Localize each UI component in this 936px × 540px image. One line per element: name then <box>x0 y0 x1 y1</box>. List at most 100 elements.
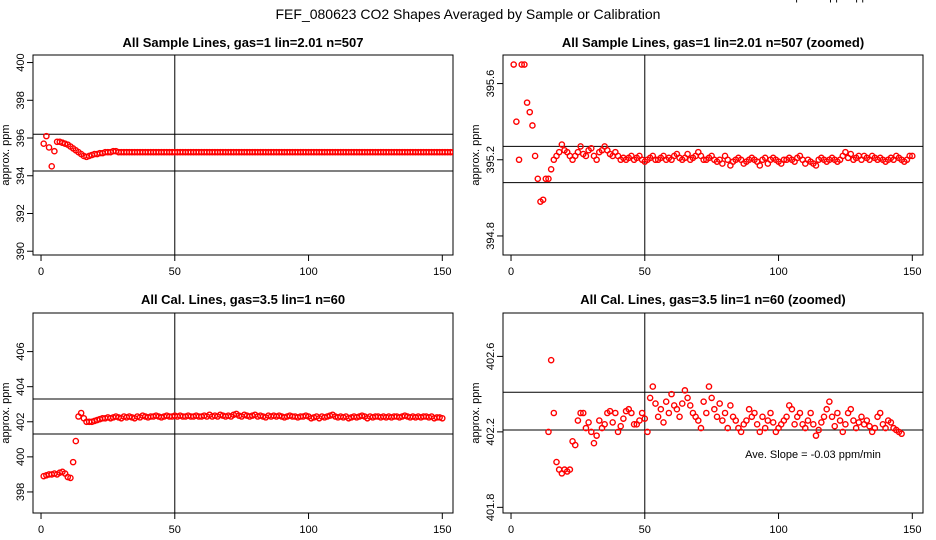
data-point <box>823 405 830 413</box>
data-point <box>577 409 584 417</box>
data-point <box>745 405 753 413</box>
data-points <box>545 356 905 477</box>
data-point <box>553 458 560 466</box>
data-point <box>788 405 796 413</box>
data-point <box>593 156 600 164</box>
y-tick-label: 394 <box>15 167 27 185</box>
data-point <box>547 356 555 364</box>
data-point <box>523 99 531 106</box>
plot-frame <box>32 312 454 514</box>
data-point <box>593 432 600 439</box>
data-point <box>756 162 764 169</box>
x-tick-label: 50 <box>169 524 181 536</box>
data-point <box>753 421 761 428</box>
data-point <box>571 441 579 449</box>
data-point <box>678 400 686 407</box>
data-point <box>721 409 729 417</box>
data-point <box>582 152 590 160</box>
data-point <box>628 409 635 417</box>
data-point <box>700 398 707 405</box>
data-point <box>574 417 582 424</box>
data-point <box>668 390 675 398</box>
data-point <box>646 394 654 402</box>
data-point <box>555 148 563 156</box>
data-point <box>447 148 453 156</box>
data-point <box>630 421 638 428</box>
y-tick-label: 404 <box>15 378 27 396</box>
chart-panel-2: All Sample Lines, gas=1 lin=2.01 n=507 (… <box>470 0 924 278</box>
data-point <box>842 148 849 156</box>
data-point <box>727 402 734 409</box>
data-point <box>438 414 446 422</box>
data-point <box>510 61 518 68</box>
data-point <box>531 152 539 160</box>
data-point <box>684 394 691 402</box>
data-point <box>761 424 769 432</box>
data-point <box>863 417 871 424</box>
x-tick-label: 0 <box>38 524 44 536</box>
data-point <box>796 409 804 417</box>
data-points <box>40 409 446 482</box>
data-point <box>764 417 772 424</box>
data-point <box>801 424 809 432</box>
y-tick-label: 392 <box>15 204 27 222</box>
data-point <box>539 196 547 204</box>
y-tick-label: 398 <box>15 483 27 501</box>
data-point <box>882 424 889 432</box>
data-point <box>855 419 863 426</box>
data-point <box>686 402 694 409</box>
x-tick-label: 50 <box>169 266 181 278</box>
chart-panel-4: All Cal. Lines, gas=3.5 lin=1 n=60 (zoom… <box>470 292 924 536</box>
data-point <box>783 413 790 421</box>
data-point <box>700 156 707 164</box>
data-point <box>815 426 822 434</box>
data-point <box>566 466 574 473</box>
data-point <box>719 160 726 167</box>
data-point <box>847 405 855 413</box>
data-point <box>654 413 662 421</box>
data-point <box>69 458 77 466</box>
y-tick-label: 398 <box>15 91 27 109</box>
data-point <box>876 409 884 417</box>
data-point <box>641 415 649 422</box>
data-point <box>612 409 619 417</box>
data-point <box>660 419 667 426</box>
y-tick-label: 400 <box>15 53 27 71</box>
data-point <box>681 387 689 394</box>
data-point <box>638 409 646 417</box>
data-point <box>45 144 53 151</box>
data-point <box>759 413 766 421</box>
data-point <box>606 407 614 415</box>
data-point <box>839 428 847 436</box>
data-point <box>769 419 777 426</box>
data-point <box>585 419 592 426</box>
data-point <box>676 413 683 421</box>
data-point <box>791 421 798 428</box>
data-point <box>743 417 750 424</box>
data-point <box>804 417 812 424</box>
data-point <box>711 405 718 413</box>
data-point <box>887 419 895 426</box>
data-point <box>587 428 595 436</box>
data-point <box>708 394 715 402</box>
data-point <box>43 132 50 140</box>
data-point <box>719 417 726 424</box>
annotation: Ave. Slope = 0 ppm/min <box>755 0 872 3</box>
data-point <box>526 108 534 116</box>
data-point <box>818 419 825 426</box>
data-point <box>737 428 745 436</box>
data-point <box>521 61 528 68</box>
chart-panel-1: All Sample Lines, gas=1 lin=2.01 n=507 ap… <box>0 35 454 278</box>
data-point <box>51 147 58 155</box>
data-point <box>665 409 673 417</box>
data-point <box>545 428 552 436</box>
x-tick-label: 150 <box>903 524 921 536</box>
y-axis-label: approx. ppm <box>470 124 482 185</box>
data-point <box>703 409 710 417</box>
data-point <box>852 424 860 432</box>
data-point <box>820 413 828 421</box>
y-tick-label: 400 <box>15 448 27 466</box>
data-point <box>48 163 56 170</box>
data-point <box>513 118 520 125</box>
